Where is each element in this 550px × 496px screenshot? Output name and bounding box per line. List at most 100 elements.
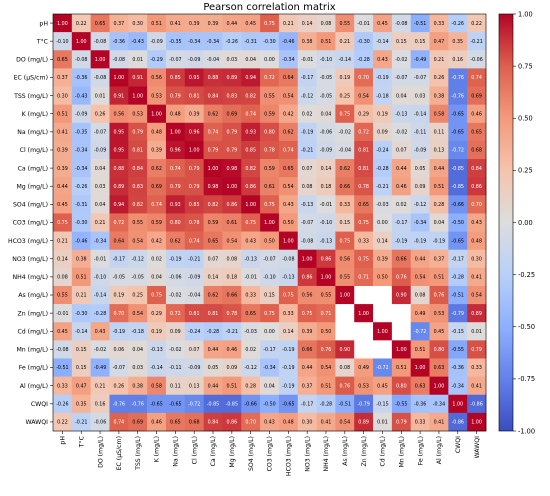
heatmap-cell [109,304,129,323]
cell-value-label: -0.21 [301,148,313,154]
cell-value-label: -0.85 [452,166,464,172]
cell-value-label: 0.66 [302,347,313,353]
heatmap-cell [410,32,430,51]
heatmap-cell [354,304,374,323]
cell-value-label: -0.17 [263,347,275,353]
heatmap-cell [147,376,167,396]
cell-value-label: 0.88 [114,166,125,172]
heatmap-cell [260,340,280,359]
cell-value-label: 0.65 [95,21,106,27]
heatmap-cell [354,32,374,51]
cell-value-label: -0.19 [169,256,181,262]
heatmap-cell [429,412,449,432]
heatmap-cell [335,86,355,105]
heatmap-cell [260,195,280,214]
cell-value-label: -0.08 [395,21,407,27]
cell-value-label: -0.01 [357,21,369,27]
heatmap-cell [109,159,129,178]
cell-value-label: -0.19 [301,130,313,136]
heatmap-cell [241,14,261,33]
heatmap-cell [222,340,242,359]
heatmap-cell [90,249,110,269]
cell-value-label: -0.24 [188,329,200,335]
heatmap-cell [241,231,261,250]
cell-value-label: 0.14 [283,329,294,335]
cell-value-label: -0.03 [244,329,256,335]
heatmap-cell [448,412,468,432]
cell-value-label: 0.38 [132,383,143,389]
heatmap-cell [354,14,374,33]
cell-value-label: 0.14 [57,256,68,262]
cell-value-label: -0.06 [470,57,482,63]
cell-value-label: -0.17 [301,402,313,408]
cell-value-label: 0.93 [170,202,181,208]
cell-value-label: -0.43 [75,93,87,99]
heatmap-cell [260,249,280,269]
cell-value-label: 0.61 [227,220,238,226]
heatmap-cell [354,394,374,414]
cell-value-label: 0.75 [339,238,350,244]
heatmap-cell [128,14,148,33]
heatmap-cell [335,267,355,287]
cell-value-label: 0.98 [227,166,238,172]
heatmap-cell [203,86,223,105]
cell-value-label: 0.51 [227,383,238,389]
heatmap-cell [410,122,430,142]
cell-value-label: -0.09 [94,148,106,154]
column-label: NO3 (mg/L) [304,436,311,472]
heatmap-cell [165,340,186,359]
heatmap-cell [203,14,223,33]
cell-value-label: 0.81 [208,311,219,317]
heatmap-cell [71,14,91,33]
heatmap-cell [128,32,148,51]
cell-value-label: -0.08 [94,39,106,45]
heatmap-cell [448,231,468,250]
heatmap-cell [90,140,110,160]
cell-value-label: 0.14 [321,166,332,172]
heatmap-cell [109,376,129,396]
heatmap-cell [316,104,336,124]
cell-value-label: -0.85 [226,402,238,408]
heatmap-cell [71,322,91,341]
cell-value-label: -0.09 [75,111,87,117]
cell-value-label: 0.78 [358,184,369,190]
heatmap-cell [109,322,129,341]
heatmap-cell [53,140,73,160]
column-label: WAWQI [474,436,481,459]
cell-value-label: 0.70 [114,311,125,317]
cell-value-label: 0.86 [321,256,332,262]
cell-value-label: 0.70 [245,420,256,426]
cell-value-label: 0.75 [283,293,294,299]
cell-value-label: -0.28 [357,57,369,63]
heatmap-cell [71,50,91,69]
heatmap-cell [147,231,167,250]
heatmap-cell [297,304,317,323]
heatmap-cell [278,358,299,377]
heatmap-cell [335,104,355,124]
heatmap-cell [71,358,91,377]
cell-value-label: 0.79 [208,148,219,154]
heatmap-cell [316,267,336,287]
cell-value-label: 0.33 [57,383,68,389]
heatmap-cell [165,177,186,196]
cell-value-label: 0.62 [283,130,294,136]
cell-value-label: 0.46 [396,184,407,190]
cell-value-label: -0.10 [263,275,275,281]
heatmap-cell [165,267,186,287]
heatmap-cell [71,68,91,87]
heatmap-cell [410,177,430,196]
cell-value-label: 0.54 [283,93,294,99]
heatmap-cell [467,340,487,359]
cell-value-label: -0.51 [339,402,351,408]
cell-value-label: 0.54 [283,184,294,190]
cell-value-label: 0.44 [302,365,313,371]
heatmap-cell [467,122,487,142]
heatmap-cell [354,358,374,377]
cell-value-label: 0.62 [208,111,219,117]
heatmap-cell [354,267,374,287]
heatmap-cell-empty [335,304,355,323]
heatmap-cell [90,376,110,396]
cell-value-label: -0.65 [452,111,464,117]
heatmap-cell [278,412,299,432]
cell-value-label: -0.21 [75,420,87,426]
